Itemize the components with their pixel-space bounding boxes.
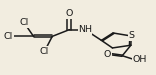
Text: Cl: Cl (40, 47, 49, 56)
Text: O: O (66, 9, 73, 18)
Text: OH: OH (133, 55, 147, 64)
Text: NH: NH (78, 25, 92, 34)
Text: Cl: Cl (20, 18, 29, 27)
Text: Cl: Cl (4, 32, 13, 41)
Text: S: S (128, 32, 134, 40)
Text: O: O (104, 50, 111, 59)
